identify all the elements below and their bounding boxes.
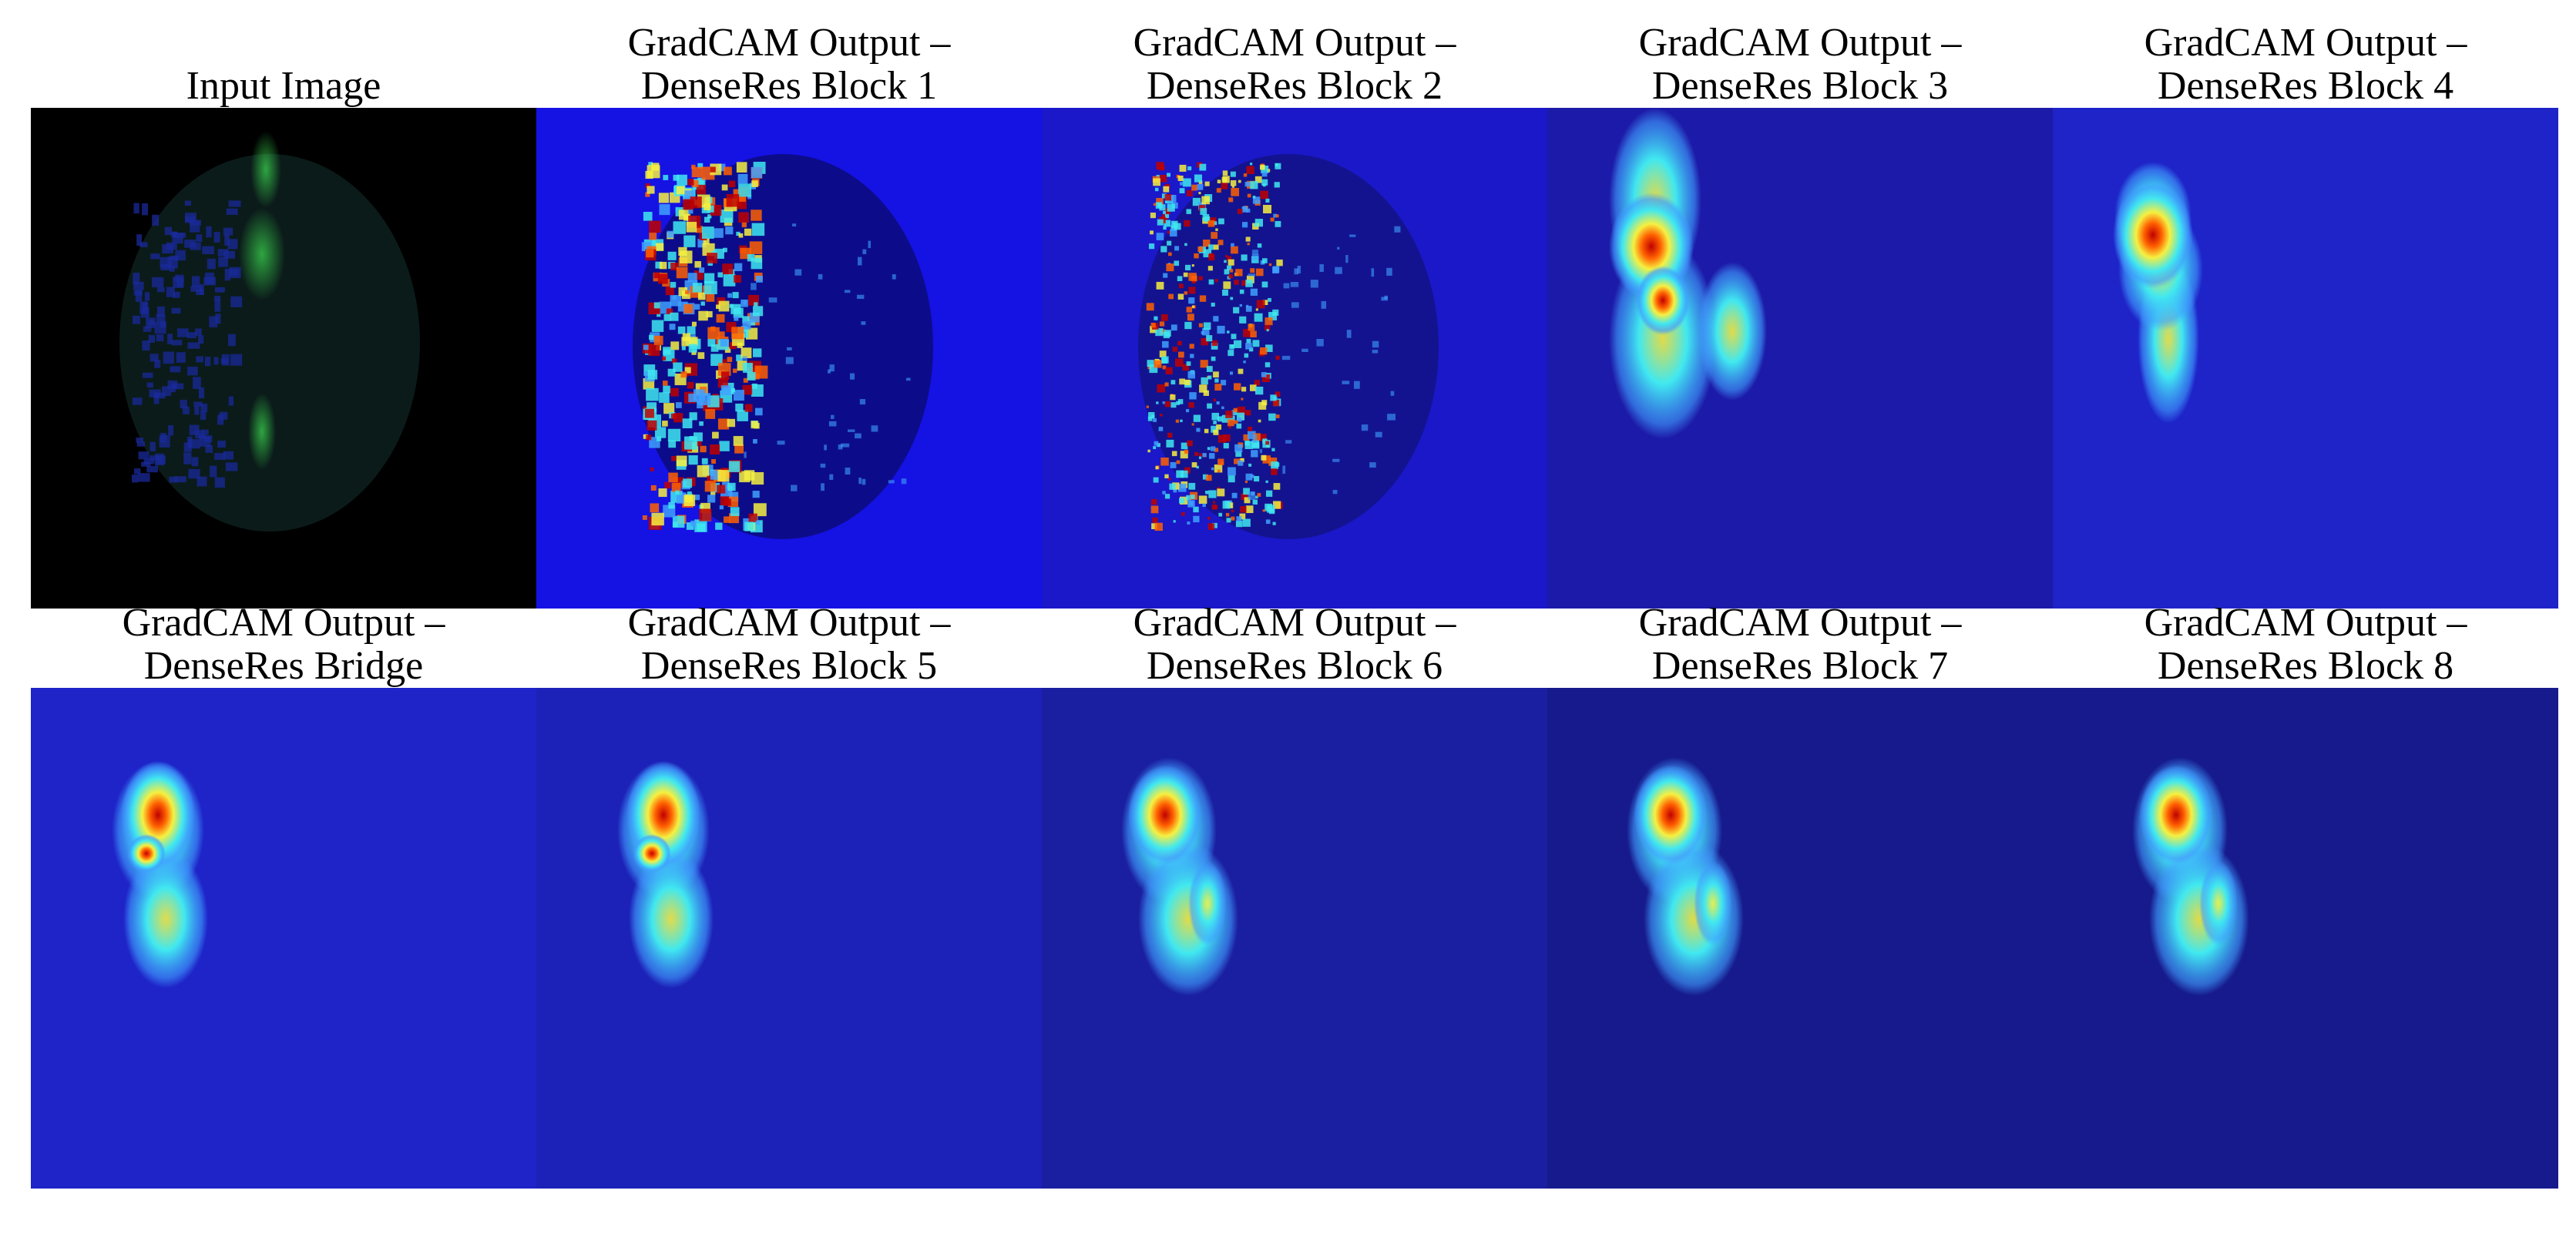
caption-line-2: DenseRes Bridge: [143, 644, 424, 688]
panel-image: [536, 688, 1042, 1189]
caption-line-1: GradCAM Output –: [1638, 601, 1962, 645]
caption-line-1: Input Image: [186, 64, 381, 108]
caption-line-2: DenseRes Block 8: [2157, 644, 2454, 688]
panel-image: [1042, 108, 1547, 609]
caption-line-1: GradCAM Output –: [627, 21, 951, 65]
panel-background: [536, 688, 1042, 1189]
activation-blob: [2113, 162, 2203, 424]
caption-line-2: DenseRes Block 1: [640, 64, 938, 108]
panel-background: [1547, 688, 2053, 1189]
panel-image: [2053, 108, 2558, 609]
panel-caption: GradCAM Output – DenseRes Block 8: [2053, 601, 2558, 688]
activation-blob: [2132, 757, 2249, 996]
panel-caption: GradCAM Output – DenseRes Block 5: [536, 601, 1042, 688]
caption-line-1: GradCAM Output –: [122, 601, 445, 645]
panel-caption: GradCAM Output – DenseRes Block 7: [1547, 601, 2053, 688]
panel-caption: Input Image: [31, 23, 536, 108]
panel-image: [2053, 688, 2558, 1189]
caption-line-2: DenseRes Block 5: [640, 644, 938, 688]
caption-line-2: DenseRes Block 2: [1146, 64, 1443, 108]
panel-image: [31, 108, 536, 609]
panel-image: [536, 108, 1042, 609]
panel-caption: GradCAM Output – DenseRes Bridge: [31, 601, 536, 688]
caption-line-1: GradCAM Output –: [2144, 601, 2467, 645]
panel-image: [1547, 688, 2053, 1189]
panel-caption: GradCAM Output – DenseRes Block 3: [1547, 21, 2053, 108]
activation-blob: [1121, 757, 1238, 996]
caption-line-2: DenseRes Block 3: [1651, 64, 1949, 108]
panel-background: [2053, 688, 2558, 1189]
caption-line-1: GradCAM Output –: [1133, 601, 1456, 645]
panel-image: [1042, 688, 1547, 1189]
panel-caption: GradCAM Output – DenseRes Block 6: [1042, 601, 1547, 688]
activation-blob: [1627, 757, 1744, 996]
activation-blob: [617, 761, 714, 988]
caption-line-1: GradCAM Output –: [2144, 21, 2467, 65]
caption-line-2: DenseRes Block 7: [1651, 644, 1949, 688]
panel-caption: GradCAM Output – DenseRes Block 4: [2053, 21, 2558, 108]
panel-image: [31, 688, 536, 1189]
activation-blob: [1609, 108, 1767, 439]
activation-blob: [112, 761, 208, 988]
panel-caption: GradCAM Output – DenseRes Block 2: [1042, 21, 1547, 108]
panel-background: [31, 688, 536, 1189]
panel-image: [1547, 108, 2053, 609]
panel-background: [1042, 688, 1547, 1189]
caption-line-1: GradCAM Output –: [627, 601, 951, 645]
caption-line-1: GradCAM Output –: [1133, 21, 1456, 65]
caption-line-2: DenseRes Block 4: [2157, 64, 2454, 108]
caption-line-1: GradCAM Output –: [1638, 21, 1962, 65]
panel-caption: GradCAM Output – DenseRes Block 1: [536, 21, 1042, 108]
brain-slice: [1138, 154, 1439, 539]
caption-line-2: DenseRes Block 6: [1146, 644, 1443, 688]
